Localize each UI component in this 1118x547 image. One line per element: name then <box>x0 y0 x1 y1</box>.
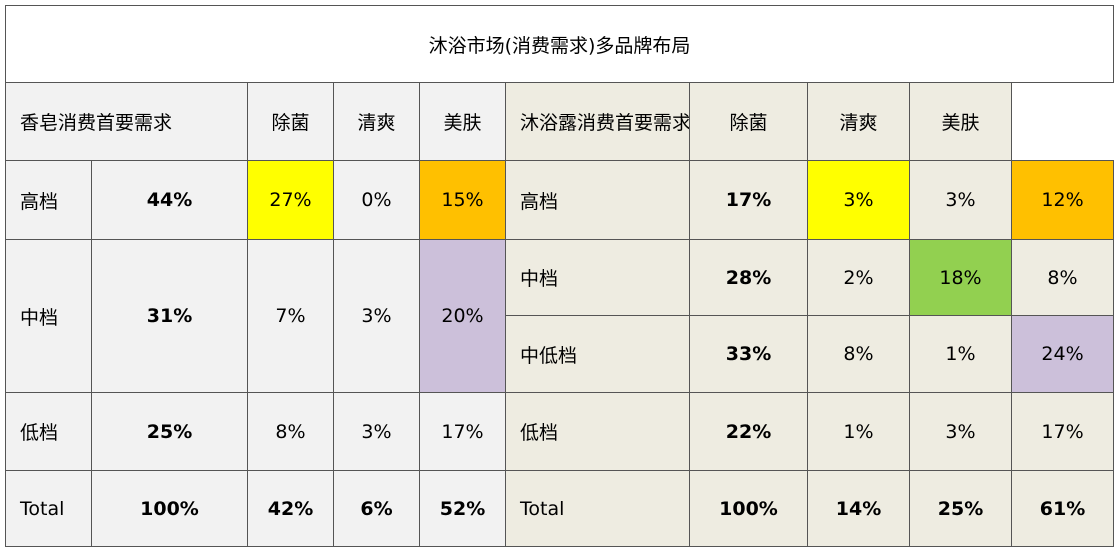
gel-cell: 3% <box>807 160 910 240</box>
gel-total-cell: 14% <box>807 470 910 547</box>
soap-cell: 20% <box>419 239 506 393</box>
soap-cell: 27% <box>247 160 334 240</box>
brand-layout-table: 沐浴市场(消费需求)多品牌布局 香皂消费首要需求 除菌 清爽 美肤 沐浴露消费首… <box>4 5 1115 547</box>
gel-cell: 1% <box>807 392 910 471</box>
gel-header-skincare: 美肤 <box>909 82 1012 161</box>
gel-cell: 2% <box>807 239 910 316</box>
gel-header-refresh: 清爽 <box>807 82 910 161</box>
soap-cell: 15% <box>419 160 506 240</box>
soap-row-share: 25% <box>91 392 248 471</box>
soap-row-label: 高档 <box>5 160 92 240</box>
gel-row-share: 33% <box>689 315 808 393</box>
gel-cell: 24% <box>1010 315 1115 393</box>
soap-total-share: 100% <box>91 470 248 547</box>
gel-header-sterilize: 除菌 <box>689 82 808 161</box>
gel-cell: 3% <box>909 160 1012 240</box>
gel-cell: 1% <box>909 315 1012 393</box>
soap-header-sterilize: 除菌 <box>247 82 334 161</box>
soap-cell: 3% <box>333 392 420 471</box>
gel-row-label: 高档 <box>505 160 690 240</box>
soap-header-skincare: 美肤 <box>419 82 506 161</box>
gel-row-label: 低档 <box>505 392 690 471</box>
soap-cell: 3% <box>333 239 420 393</box>
soap-header-refresh: 清爽 <box>333 82 420 161</box>
gel-cell: 18% <box>909 239 1012 316</box>
gel-header-label: 沐浴露消费首要需求 <box>505 82 690 161</box>
soap-row-label: 中档 <box>5 239 92 393</box>
gel-cell: 17% <box>1010 392 1115 471</box>
table-title: 沐浴市场(消费需求)多品牌布局 <box>4 5 1115 83</box>
gel-row-share: 17% <box>689 160 808 240</box>
gel-total-share: 100% <box>689 470 808 547</box>
gel-total-cell: 25% <box>909 470 1012 547</box>
gel-row-share: 28% <box>689 239 808 316</box>
gel-row-label: 中低档 <box>505 315 690 393</box>
soap-row-share: 44% <box>91 160 248 240</box>
gel-cell: 8% <box>807 315 910 393</box>
soap-cell: 17% <box>419 392 506 471</box>
soap-cell: 8% <box>247 392 334 471</box>
soap-row-share: 31% <box>91 239 248 393</box>
soap-total-label: Total <box>5 470 92 547</box>
soap-total-cell: 42% <box>247 470 334 547</box>
gel-cell: 8% <box>1010 239 1115 316</box>
soap-total-cell: 6% <box>333 470 420 547</box>
gel-row-label: 中档 <box>505 239 690 316</box>
gel-total-cell: 61% <box>1010 470 1115 547</box>
gel-total-label: Total <box>505 470 690 547</box>
gel-row-share: 22% <box>689 392 808 471</box>
gel-cell: 12% <box>1010 160 1115 240</box>
soap-cell: 7% <box>247 239 334 393</box>
soap-cell: 0% <box>333 160 420 240</box>
soap-header-label: 香皂消费首要需求 <box>5 82 248 161</box>
gel-cell: 3% <box>909 392 1012 471</box>
soap-total-cell: 52% <box>419 470 506 547</box>
soap-row-label: 低档 <box>5 392 92 471</box>
